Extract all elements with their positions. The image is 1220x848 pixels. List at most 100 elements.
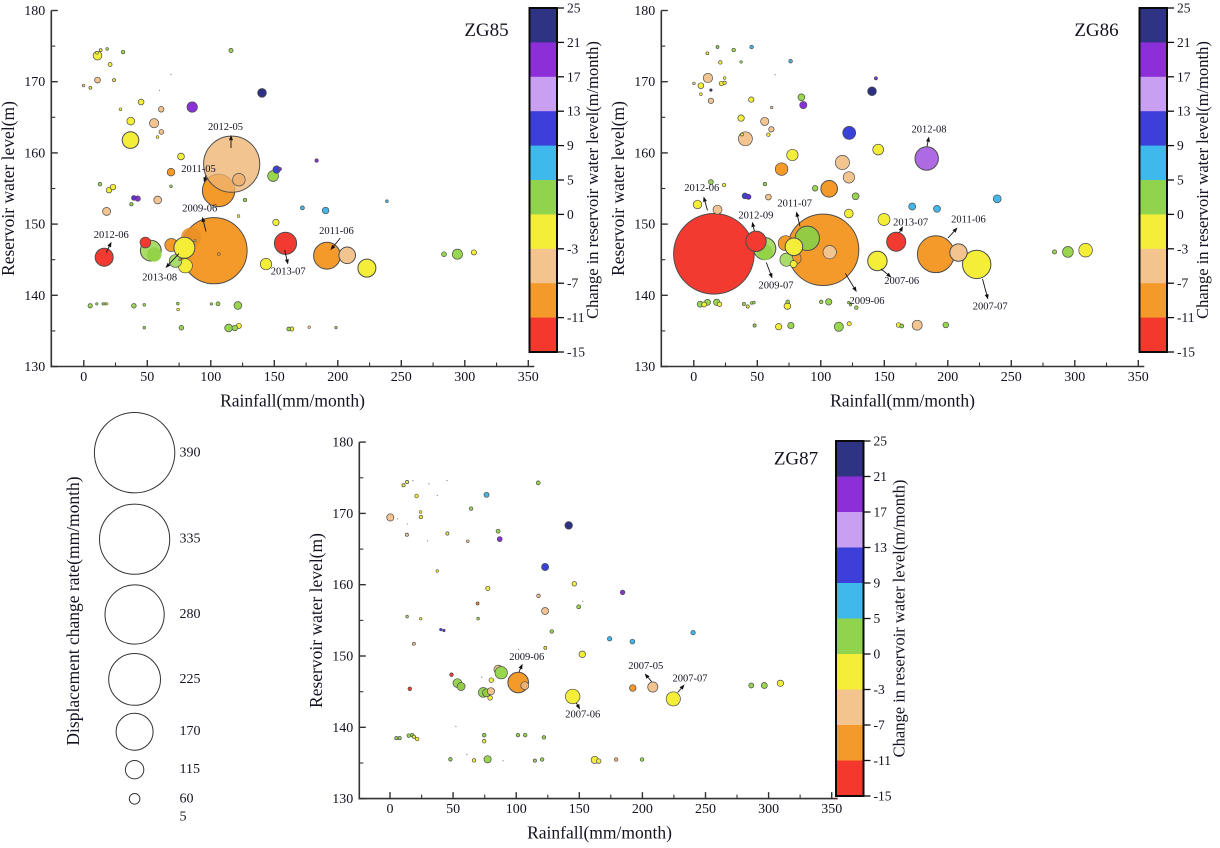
svg-text:Reservoir water level(m): Reservoir water level(m)	[0, 101, 18, 276]
svg-text:5: 5	[567, 173, 574, 188]
svg-text:ZG87: ZG87	[774, 449, 818, 470]
svg-text:2012-06: 2012-06	[684, 183, 719, 194]
svg-text:170: 170	[180, 724, 201, 739]
svg-text:250: 250	[391, 370, 412, 385]
svg-text:300: 300	[454, 370, 475, 385]
svg-text:300: 300	[1064, 370, 1085, 385]
svg-text:5: 5	[1177, 173, 1184, 188]
svg-text:2011-05: 2011-05	[181, 164, 216, 175]
svg-text:-15: -15	[874, 789, 892, 804]
svg-text:Rainfall(mm/month): Rainfall(mm/month)	[527, 823, 672, 843]
svg-text:160: 160	[24, 146, 45, 161]
svg-text:2012-05: 2012-05	[208, 122, 243, 133]
svg-text:-15: -15	[1177, 345, 1195, 360]
svg-text:170: 170	[24, 75, 45, 90]
svg-text:390: 390	[180, 445, 201, 460]
svg-text:5: 5	[180, 810, 187, 825]
svg-text:25: 25	[1177, 1, 1191, 16]
svg-text:130: 130	[634, 360, 655, 375]
svg-text:130: 130	[332, 792, 353, 807]
svg-text:2011-07: 2011-07	[777, 199, 812, 210]
svg-text:150: 150	[332, 650, 353, 665]
svg-text:2009-06: 2009-06	[509, 652, 544, 663]
svg-text:-11: -11	[567, 310, 585, 325]
svg-text:-7: -7	[1177, 276, 1188, 291]
svg-text:150: 150	[874, 370, 895, 385]
svg-text:350: 350	[1128, 370, 1149, 385]
svg-text:350: 350	[821, 802, 842, 817]
svg-text:2009-06: 2009-06	[850, 296, 885, 307]
svg-text:100: 100	[200, 370, 221, 385]
svg-text:350: 350	[518, 370, 539, 385]
svg-text:17: 17	[567, 69, 581, 84]
svg-text:ZG85: ZG85	[464, 20, 508, 41]
svg-text:13: 13	[567, 104, 581, 119]
svg-text:100: 100	[506, 802, 527, 817]
svg-text:100: 100	[810, 370, 831, 385]
svg-text:130: 130	[24, 360, 45, 375]
svg-text:0: 0	[690, 370, 697, 385]
svg-text:25: 25	[567, 1, 581, 16]
svg-text:21: 21	[1177, 35, 1191, 50]
svg-text:140: 140	[332, 721, 353, 736]
svg-text:2012-09: 2012-09	[738, 211, 773, 222]
svg-text:2009-06: 2009-06	[182, 204, 217, 215]
svg-text:21: 21	[567, 35, 581, 50]
svg-text:-11: -11	[1177, 310, 1195, 325]
svg-text:2013-07: 2013-07	[893, 218, 928, 229]
svg-text:0: 0	[567, 207, 574, 222]
svg-text:Reservoir water level(m): Reservoir water level(m)	[306, 533, 326, 708]
svg-text:-7: -7	[567, 276, 578, 291]
svg-text:335: 335	[180, 532, 201, 547]
svg-text:-3: -3	[874, 682, 885, 697]
svg-text:115: 115	[180, 762, 200, 777]
svg-text:180: 180	[634, 4, 655, 19]
svg-text:2012-08: 2012-08	[912, 125, 947, 136]
svg-text:200: 200	[632, 802, 653, 817]
svg-text:225: 225	[180, 672, 201, 687]
svg-text:Change in reservoir water leve: Change in reservoir water level(m/month)	[890, 480, 909, 758]
svg-text:9: 9	[567, 138, 574, 153]
svg-text:2007-06: 2007-06	[565, 710, 600, 721]
svg-text:170: 170	[332, 507, 353, 522]
svg-text:2013-07: 2013-07	[271, 267, 306, 278]
svg-text:Rainfall(mm/month): Rainfall(mm/month)	[220, 391, 365, 411]
svg-text:17: 17	[874, 505, 888, 520]
svg-text:Reservoir water level(m): Reservoir water level(m)	[608, 101, 628, 276]
svg-text:13: 13	[1177, 104, 1191, 119]
svg-text:180: 180	[332, 436, 353, 451]
svg-text:5: 5	[874, 611, 881, 626]
svg-text:-11: -11	[874, 753, 892, 768]
svg-text:Change in reservoir water leve: Change in reservoir water level(m/month)	[583, 41, 602, 319]
svg-text:170: 170	[634, 75, 655, 90]
svg-text:50: 50	[140, 370, 154, 385]
svg-text:180: 180	[24, 4, 45, 19]
svg-text:2009-07: 2009-07	[759, 281, 794, 292]
svg-text:9: 9	[874, 576, 881, 591]
svg-text:2007-07: 2007-07	[673, 674, 708, 685]
svg-text:17: 17	[1177, 69, 1191, 84]
svg-text:-7: -7	[874, 718, 885, 733]
svg-text:150: 150	[264, 370, 285, 385]
svg-text:2012-06: 2012-06	[94, 230, 129, 241]
svg-text:2011-06: 2011-06	[319, 226, 354, 237]
svg-text:Rainfall(mm/month): Rainfall(mm/month)	[830, 391, 975, 411]
svg-text:300: 300	[758, 802, 779, 817]
svg-text:2011-06: 2011-06	[951, 215, 986, 226]
svg-text:280: 280	[180, 607, 201, 622]
svg-text:0: 0	[387, 802, 394, 817]
svg-text:-3: -3	[567, 241, 578, 256]
svg-text:-15: -15	[567, 345, 585, 360]
svg-text:60: 60	[180, 791, 194, 806]
svg-text:50: 50	[446, 802, 460, 817]
svg-text:140: 140	[634, 289, 655, 304]
svg-text:2013-08: 2013-08	[142, 273, 177, 284]
svg-text:0: 0	[1177, 207, 1184, 222]
svg-text:150: 150	[24, 218, 45, 233]
svg-text:9: 9	[1177, 138, 1184, 153]
svg-text:ZG86: ZG86	[1074, 20, 1118, 41]
svg-text:200: 200	[327, 370, 348, 385]
svg-text:21: 21	[874, 469, 888, 484]
svg-text:160: 160	[332, 578, 353, 593]
svg-text:0: 0	[80, 370, 87, 385]
